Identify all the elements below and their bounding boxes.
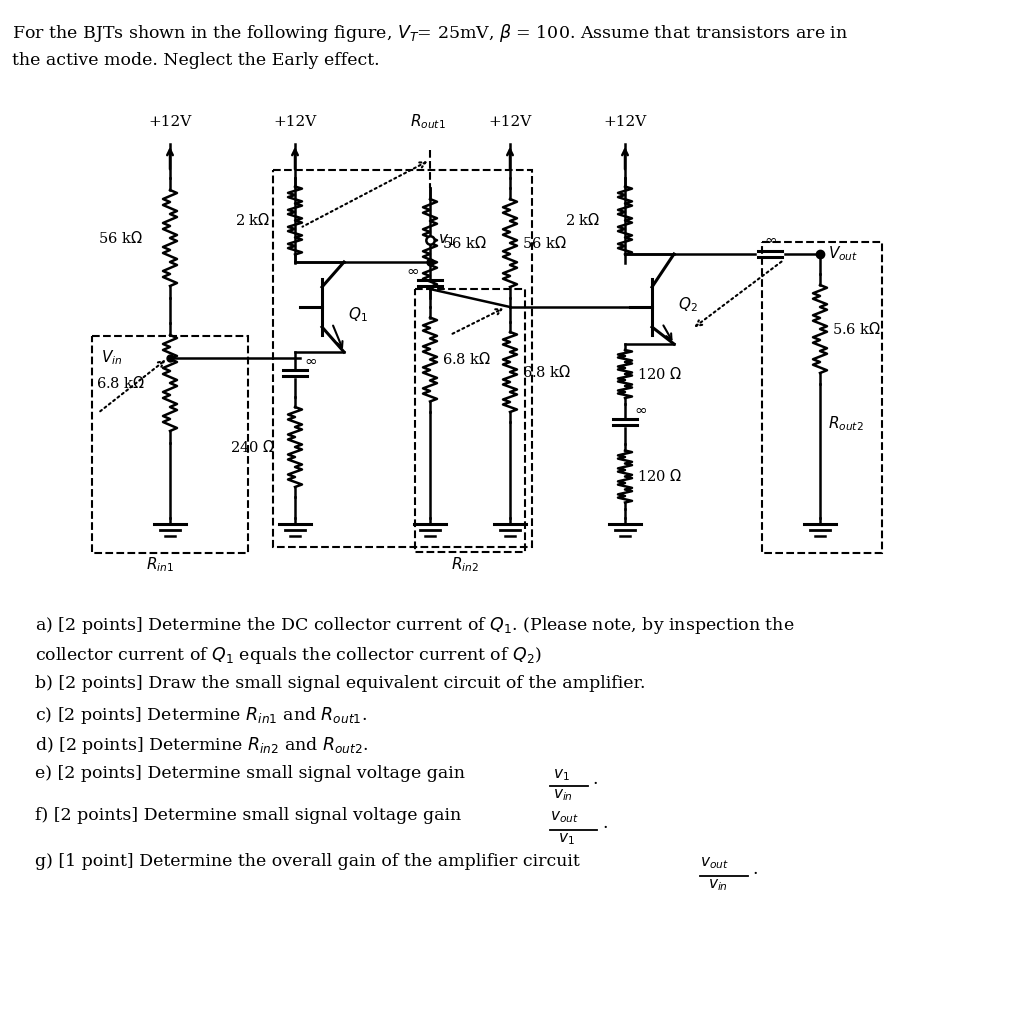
Bar: [415, 289, 525, 552]
Text: 56 k$\Omega$: 56 k$\Omega$: [442, 235, 486, 251]
Text: $v_{in}$: $v_{in}$: [708, 877, 728, 892]
Bar: [273, 170, 532, 547]
Text: 6.8 k$\Omega$: 6.8 k$\Omega$: [95, 375, 144, 391]
Text: 120 $\Omega$: 120 $\Omega$: [637, 468, 682, 484]
Text: 56 k$\Omega$: 56 k$\Omega$: [522, 235, 566, 251]
Text: +12V: +12V: [603, 115, 646, 129]
Text: 6.8 k$\Omega$: 6.8 k$\Omega$: [522, 364, 570, 380]
Text: the active mode. Neglect the Early effect.: the active mode. Neglect the Early effec…: [12, 52, 380, 69]
Text: +12V: +12V: [273, 115, 316, 129]
Text: e) [2 points] Determine small signal voltage gain: e) [2 points] Determine small signal vol…: [35, 765, 465, 782]
Text: $v_1$: $v_1$: [558, 831, 574, 847]
Text: +12V: +12V: [148, 115, 191, 129]
Text: +12V: +12V: [488, 115, 531, 129]
Text: .: .: [602, 815, 607, 832]
Text: $Q_2$: $Q_2$: [678, 296, 697, 314]
Text: 240 $\Omega$: 240 $\Omega$: [230, 439, 275, 455]
Text: 6.8 k$\Omega$: 6.8 k$\Omega$: [442, 351, 490, 367]
Text: .: .: [752, 861, 758, 878]
Text: collector current of $Q_1$ equals the collector current of $Q_2$): collector current of $Q_1$ equals the co…: [35, 645, 542, 666]
Text: d) [2 points] Determine $R_{in2}$ and $R_{out2}$.: d) [2 points] Determine $R_{in2}$ and $R…: [35, 735, 369, 756]
Text: $v_{in}$: $v_{in}$: [553, 787, 573, 803]
Text: $v_1$: $v_1$: [438, 232, 455, 247]
Text: For the BJTs shown in the following figure, $V_T$= 25mV, $\beta$ = 100. Assume t: For the BJTs shown in the following figu…: [12, 22, 848, 44]
Text: g) [1 point] Determine the overall gain of the amplifier circuit: g) [1 point] Determine the overall gain …: [35, 853, 580, 870]
Text: $V_{out}$: $V_{out}$: [828, 244, 858, 264]
Text: 5.6 k$\Omega$: 5.6 k$\Omega$: [831, 321, 882, 337]
Text: $\infty$: $\infty$: [303, 353, 316, 367]
Text: $R_{out1}$: $R_{out1}$: [410, 113, 445, 132]
Text: $v_{out}$: $v_{out}$: [700, 855, 729, 871]
Bar: [92, 336, 248, 553]
Text: $\infty$: $\infty$: [406, 263, 419, 278]
Text: 2 k$\Omega$: 2 k$\Omega$: [565, 212, 601, 228]
Text: $R_{in2}$: $R_{in2}$: [451, 555, 479, 574]
Text: $R_{out2}$: $R_{out2}$: [828, 415, 864, 433]
Text: c) [2 points] Determine $R_{in1}$ and $R_{out1}$.: c) [2 points] Determine $R_{in1}$ and $R…: [35, 705, 367, 726]
Text: .: .: [592, 771, 597, 788]
Text: 56 k$\Omega$: 56 k$\Omega$: [97, 230, 142, 246]
Text: $Q_1$: $Q_1$: [348, 305, 368, 324]
Text: f) [2 points] Determine small signal voltage gain: f) [2 points] Determine small signal vol…: [35, 807, 461, 824]
Text: $v_1$: $v_1$: [553, 767, 569, 783]
Text: $V_{in}$: $V_{in}$: [100, 349, 122, 367]
Text: b) [2 points] Draw the small signal equivalent circuit of the amplifier.: b) [2 points] Draw the small signal equi…: [35, 675, 645, 692]
Text: 2 k$\Omega$: 2 k$\Omega$: [236, 212, 270, 228]
Text: $R_{in1}$: $R_{in1}$: [146, 555, 174, 574]
Bar: [762, 242, 882, 553]
Text: a) [2 points] Determine the DC collector current of $Q_1$. (Please note, by insp: a) [2 points] Determine the DC collector…: [35, 615, 795, 636]
Text: $\infty$: $\infty$: [634, 402, 646, 417]
Text: $v_{out}$: $v_{out}$: [550, 809, 579, 824]
Text: 120 $\Omega$: 120 $\Omega$: [637, 366, 682, 382]
Text: $\infty$: $\infty$: [764, 231, 776, 246]
